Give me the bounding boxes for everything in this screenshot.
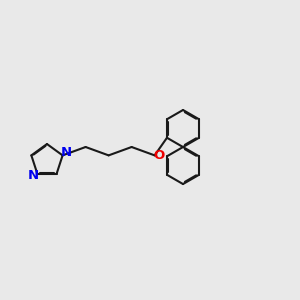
Text: N: N [61,146,72,160]
Text: N: N [28,169,39,182]
Text: O: O [153,149,164,162]
